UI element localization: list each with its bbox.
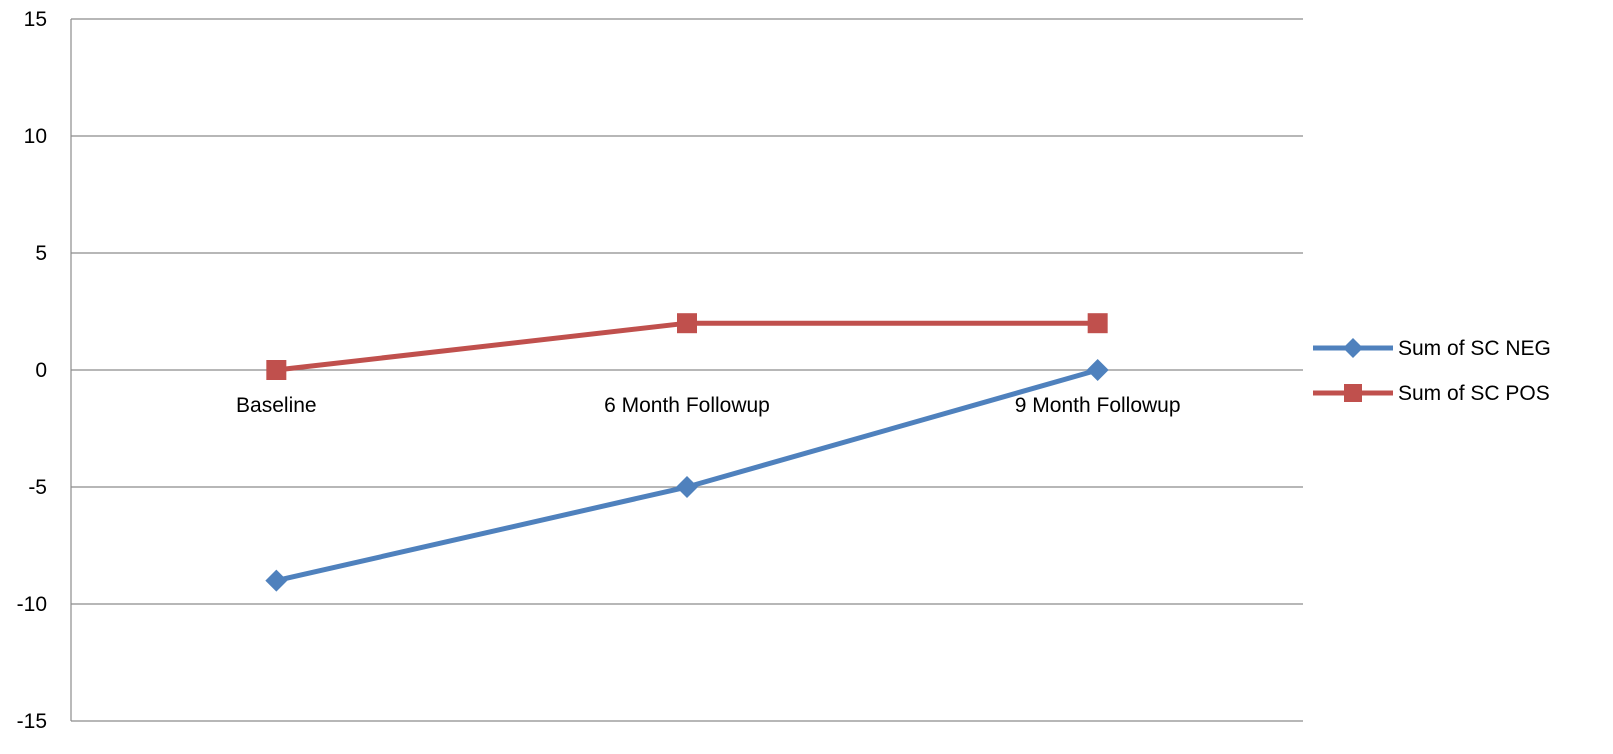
category-label: 9 Month Followup <box>1015 394 1181 417</box>
point-marker-square <box>1087 313 1108 334</box>
legend-label: Sum of SC POS <box>1398 382 1550 405</box>
legend-item: Sum of SC NEG <box>1313 337 1551 360</box>
y-tick-label: -15 <box>17 710 47 733</box>
y-tick-label: -10 <box>17 593 47 616</box>
legend-label: Sum of SC NEG <box>1398 337 1551 360</box>
gridlines <box>71 18 1303 722</box>
legend: Sum of SC NEG Sum of SC POS <box>1313 337 1551 405</box>
category-label: Baseline <box>236 394 317 417</box>
category-labels: Baseline 6 Month Followup 9 Month Followup <box>236 394 1180 417</box>
y-tick-label: 5 <box>35 242 47 265</box>
point-marker-diamond <box>1343 338 1363 358</box>
series-2 <box>266 313 1108 380</box>
point-marker-square <box>266 360 287 380</box>
point-marker-square <box>1344 384 1362 402</box>
point-marker-square <box>677 313 697 334</box>
category-label: 6 Month Followup <box>604 394 770 417</box>
series-group <box>265 313 1109 592</box>
point-marker-diamond <box>1086 359 1109 381</box>
y-tick-label: 10 <box>24 125 47 148</box>
series-1 <box>265 359 1109 592</box>
y-axis-tick-labels: -15 -10 -5 0 5 10 15 <box>17 8 47 733</box>
legend-item: Sum of SC POS <box>1313 382 1550 405</box>
y-tick-label: -5 <box>28 476 47 499</box>
y-tick-label: 15 <box>24 8 47 31</box>
point-marker-diamond <box>265 569 288 592</box>
y-tick-label: 0 <box>35 359 47 382</box>
point-marker-diamond <box>676 476 698 498</box>
